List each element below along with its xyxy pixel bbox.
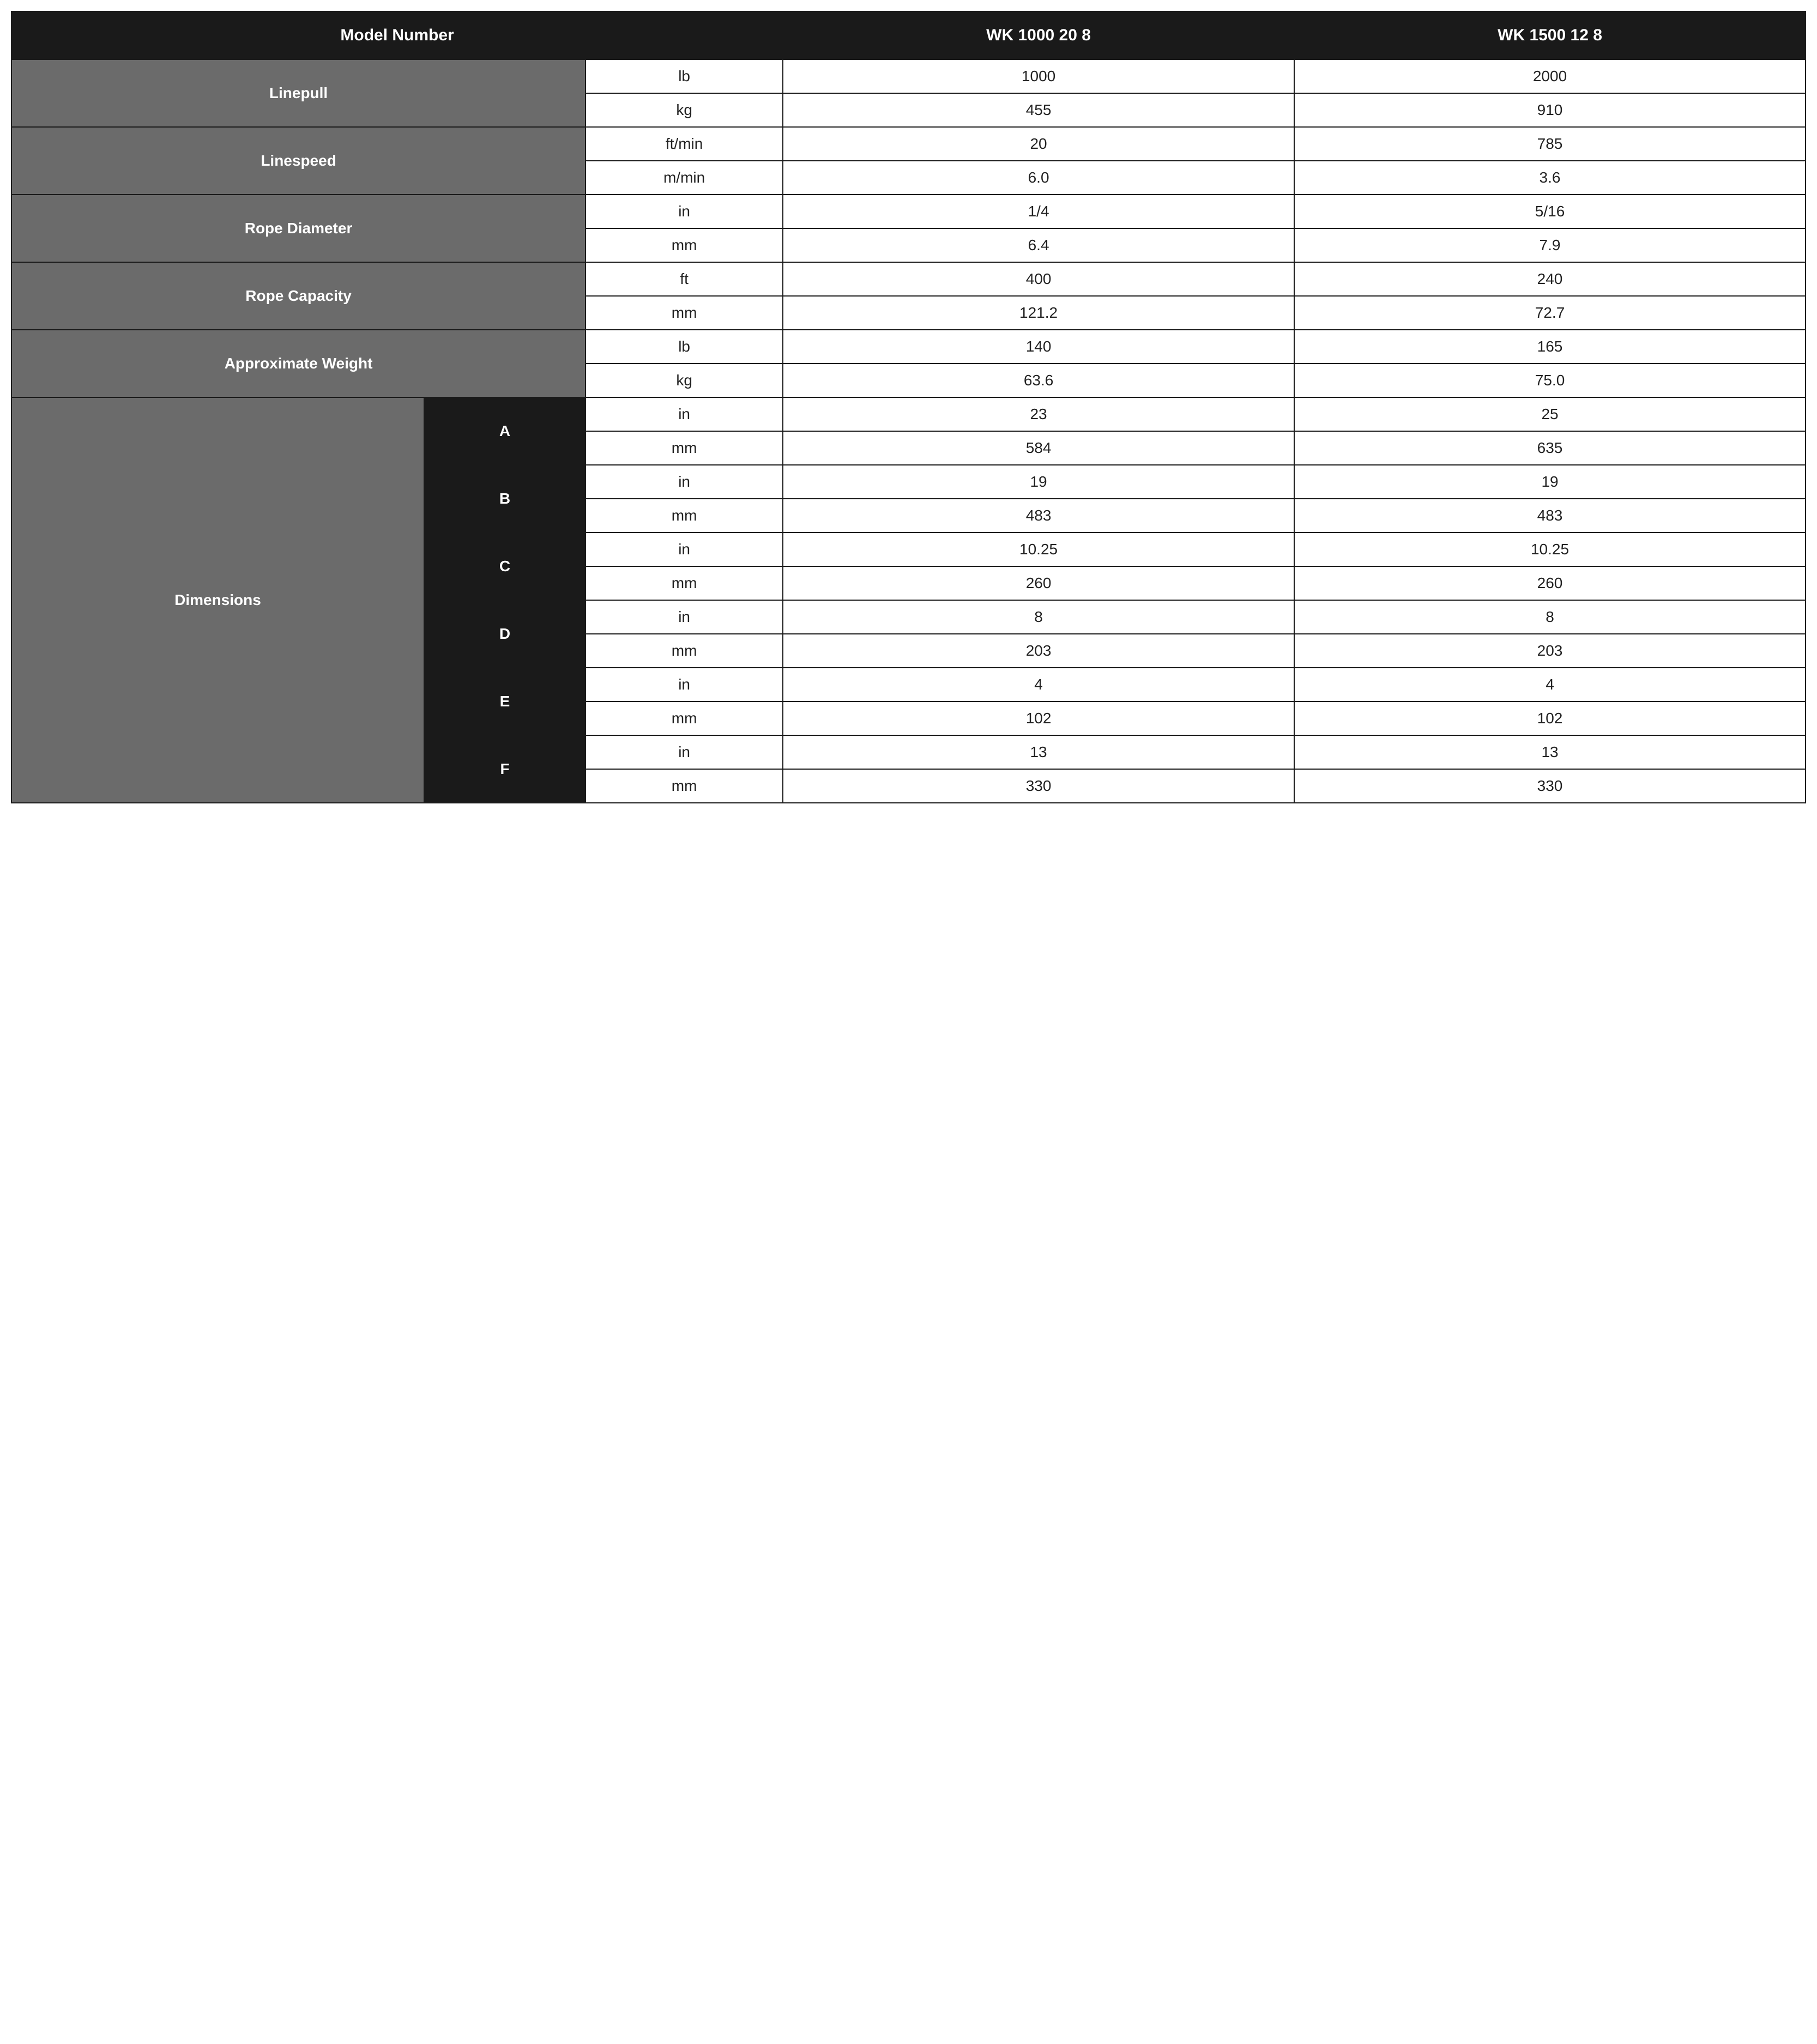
unit-cell: mm — [585, 431, 783, 465]
value-cell: 72.7 — [1294, 296, 1806, 330]
spec-label-linespeed: Linespeed — [11, 127, 585, 195]
unit-cell: mm — [585, 702, 783, 735]
dimension-letter-b: B — [424, 465, 585, 533]
value-cell: 330 — [1294, 769, 1806, 803]
header-model1: WK 1000 20 8 — [783, 11, 1294, 59]
value-cell: 140 — [783, 330, 1294, 364]
value-cell: 10.25 — [1294, 533, 1806, 566]
spec-label-approx-weight: Approximate Weight — [11, 330, 585, 397]
value-cell: 13 — [783, 735, 1294, 769]
value-cell: 2000 — [1294, 59, 1806, 93]
value-cell: 785 — [1294, 127, 1806, 161]
value-cell: 63.6 — [783, 364, 1294, 397]
value-cell: 19 — [783, 465, 1294, 499]
value-cell: 102 — [783, 702, 1294, 735]
unit-cell: mm — [585, 228, 783, 262]
value-cell: 1/4 — [783, 195, 1294, 228]
unit-cell: ft/min — [585, 127, 783, 161]
unit-cell: in — [585, 600, 783, 634]
value-cell: 8 — [783, 600, 1294, 634]
spec-label-rope-diameter: Rope Diameter — [11, 195, 585, 262]
unit-cell: mm — [585, 769, 783, 803]
header-row: Model Number WK 1000 20 8 WK 1500 12 8 — [11, 11, 1806, 59]
dimension-letter-d: D — [424, 600, 585, 668]
table-row: Dimensions A in 23 25 — [11, 397, 1806, 431]
unit-cell: mm — [585, 499, 783, 533]
unit-cell: lb — [585, 59, 783, 93]
value-cell: 483 — [783, 499, 1294, 533]
spec-label-linepull: Linepull — [11, 59, 585, 127]
unit-cell: mm — [585, 296, 783, 330]
value-cell: 6.0 — [783, 161, 1294, 195]
value-cell: 8 — [1294, 600, 1806, 634]
value-cell: 910 — [1294, 93, 1806, 127]
value-cell: 7.9 — [1294, 228, 1806, 262]
unit-cell: kg — [585, 364, 783, 397]
value-cell: 6.4 — [783, 228, 1294, 262]
value-cell: 400 — [783, 262, 1294, 296]
table-row: Approximate Weight lb 140 165 — [11, 330, 1806, 364]
unit-cell: in — [585, 668, 783, 702]
value-cell: 102 — [1294, 702, 1806, 735]
value-cell: 203 — [1294, 634, 1806, 668]
value-cell: 330 — [783, 769, 1294, 803]
unit-cell: mm — [585, 634, 783, 668]
unit-cell: in — [585, 735, 783, 769]
value-cell: 260 — [783, 566, 1294, 600]
value-cell: 5/16 — [1294, 195, 1806, 228]
unit-cell: kg — [585, 93, 783, 127]
unit-cell: in — [585, 397, 783, 431]
value-cell: 23 — [783, 397, 1294, 431]
dimension-letter-f: F — [424, 735, 585, 803]
value-cell: 483 — [1294, 499, 1806, 533]
value-cell: 584 — [783, 431, 1294, 465]
value-cell: 1000 — [783, 59, 1294, 93]
value-cell: 3.6 — [1294, 161, 1806, 195]
unit-cell: in — [585, 533, 783, 566]
value-cell: 13 — [1294, 735, 1806, 769]
table-row: Rope Capacity ft 400 240 — [11, 262, 1806, 296]
unit-cell: ft — [585, 262, 783, 296]
unit-cell: lb — [585, 330, 783, 364]
value-cell: 19 — [1294, 465, 1806, 499]
value-cell: 20 — [783, 127, 1294, 161]
value-cell: 4 — [1294, 668, 1806, 702]
value-cell: 203 — [783, 634, 1294, 668]
header-model-number: Model Number — [11, 11, 783, 59]
value-cell: 635 — [1294, 431, 1806, 465]
unit-cell: m/min — [585, 161, 783, 195]
value-cell: 25 — [1294, 397, 1806, 431]
unit-cell: in — [585, 465, 783, 499]
value-cell: 4 — [783, 668, 1294, 702]
value-cell: 10.25 — [783, 533, 1294, 566]
dimension-letter-e: E — [424, 668, 585, 735]
unit-cell: in — [585, 195, 783, 228]
table-row: Linespeed ft/min 20 785 — [11, 127, 1806, 161]
value-cell: 240 — [1294, 262, 1806, 296]
dimension-letter-c: C — [424, 533, 585, 600]
value-cell: 455 — [783, 93, 1294, 127]
spec-table: Model Number WK 1000 20 8 WK 1500 12 8 L… — [11, 11, 1806, 803]
value-cell: 260 — [1294, 566, 1806, 600]
header-model2: WK 1500 12 8 — [1294, 11, 1806, 59]
unit-cell: mm — [585, 566, 783, 600]
table-row: Linepull lb 1000 2000 — [11, 59, 1806, 93]
table-row: Rope Diameter in 1/4 5/16 — [11, 195, 1806, 228]
value-cell: 75.0 — [1294, 364, 1806, 397]
spec-label-rope-capacity: Rope Capacity — [11, 262, 585, 330]
spec-label-dimensions: Dimensions — [11, 397, 424, 803]
value-cell: 165 — [1294, 330, 1806, 364]
value-cell: 121.2 — [783, 296, 1294, 330]
dimension-letter-a: A — [424, 397, 585, 465]
